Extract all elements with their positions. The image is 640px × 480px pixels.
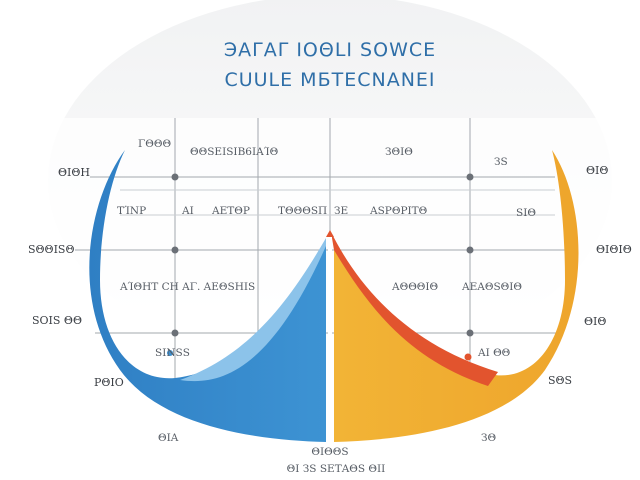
label-b1: ΤΊΝΡ [117, 205, 146, 217]
label-c1: ΑΊΘΗΤ CΗ ΑΓ. ΑΕΘЅΗΙЅ [119, 281, 255, 293]
marker-1 [171, 173, 179, 181]
label-b5: ЗΕ [334, 205, 348, 217]
marker-4 [466, 246, 474, 254]
side-label-left-3: ЅΟΙЅ ΘΘ [32, 314, 82, 327]
right-accent-band [331, 232, 498, 386]
label-a2: ΘΘЅΕΙЅΙΒ6ΙΑΊΘ [190, 146, 279, 158]
side-label-left-2: ЅΘΘΙЅΘ [28, 243, 74, 256]
left-area-highlight [180, 238, 326, 382]
side-label-left-1: ΘΙΘΗ [58, 166, 90, 179]
marker-8 [464, 353, 472, 361]
side-label-right-2: ΘΙΘΙΘ [596, 243, 632, 256]
side-label-right-1: ΘΙΘ [586, 164, 608, 177]
label-a1: ΓΘΘΘ [138, 138, 172, 150]
chart-title-line1: ЭΑΓΑΓ ΙΟΘLΙ ЅΟWCE [224, 39, 436, 61]
label-d1: ЅΙΝЅЅ [155, 347, 190, 359]
label-b3: ΑΕΤΘΡ [211, 205, 250, 217]
label-a3: ЗΘΙΘ [385, 146, 413, 158]
peak-marker [326, 230, 334, 237]
grid-markers [167, 173, 474, 361]
marker-3 [171, 246, 179, 254]
label-e4: ΘΙ ЗЅ ЅΕΤΑΘЅ ΘΙΙ [287, 463, 386, 475]
grid-labels: ΓΘΘΘ ΘΘЅΕΙЅΙΒ6ΙΑΊΘ ЗΘΙΘ ЗЅ ΤΊΝΡ ΑΙ ΑΕΤΘΡ… [117, 138, 536, 475]
marker-7 [167, 350, 173, 356]
chart-title-line2: CUULE MБTECNANEI [224, 69, 435, 91]
right-area [334, 150, 579, 442]
label-b2: ΑΙ [181, 205, 194, 217]
marker-2 [466, 173, 474, 181]
side-label-right-4: ЅΘЅ [548, 374, 572, 387]
side-label-right-3: ΘΙΘ [584, 315, 606, 328]
side-labels: ΘΙΘΗ ЅΘΘΙЅΘ ЅΟΙЅ ΘΘ ΡΘΙΟ ΘΙΘ ΘΙΘΙΘ ΘΙΘ Ѕ… [28, 164, 632, 389]
label-c3: ΑΕΑΘЅΘΙΘ [461, 281, 522, 293]
side-label-left-4: ΡΘΙΟ [94, 376, 124, 389]
label-e2: ЗΘ [481, 432, 497, 444]
label-b6: ΑЅΡΘΡΙΤΘ [369, 205, 428, 217]
label-d2: ΑΙ ΘΘ [477, 347, 511, 359]
marker-5 [171, 329, 179, 337]
label-c2: ΑΘΘΘΙΘ [391, 281, 439, 293]
marker-6 [466, 329, 474, 337]
label-e1: ΘΙΑ [158, 432, 179, 444]
label-e3: ΘΙΘΘЅ [311, 446, 348, 458]
left-area [89, 150, 327, 442]
label-b4: ΤΘΘΘЅΠ [278, 205, 327, 217]
label-a4: ЗЅ [494, 156, 508, 168]
label-b7: ЅΙΘ [516, 207, 536, 219]
